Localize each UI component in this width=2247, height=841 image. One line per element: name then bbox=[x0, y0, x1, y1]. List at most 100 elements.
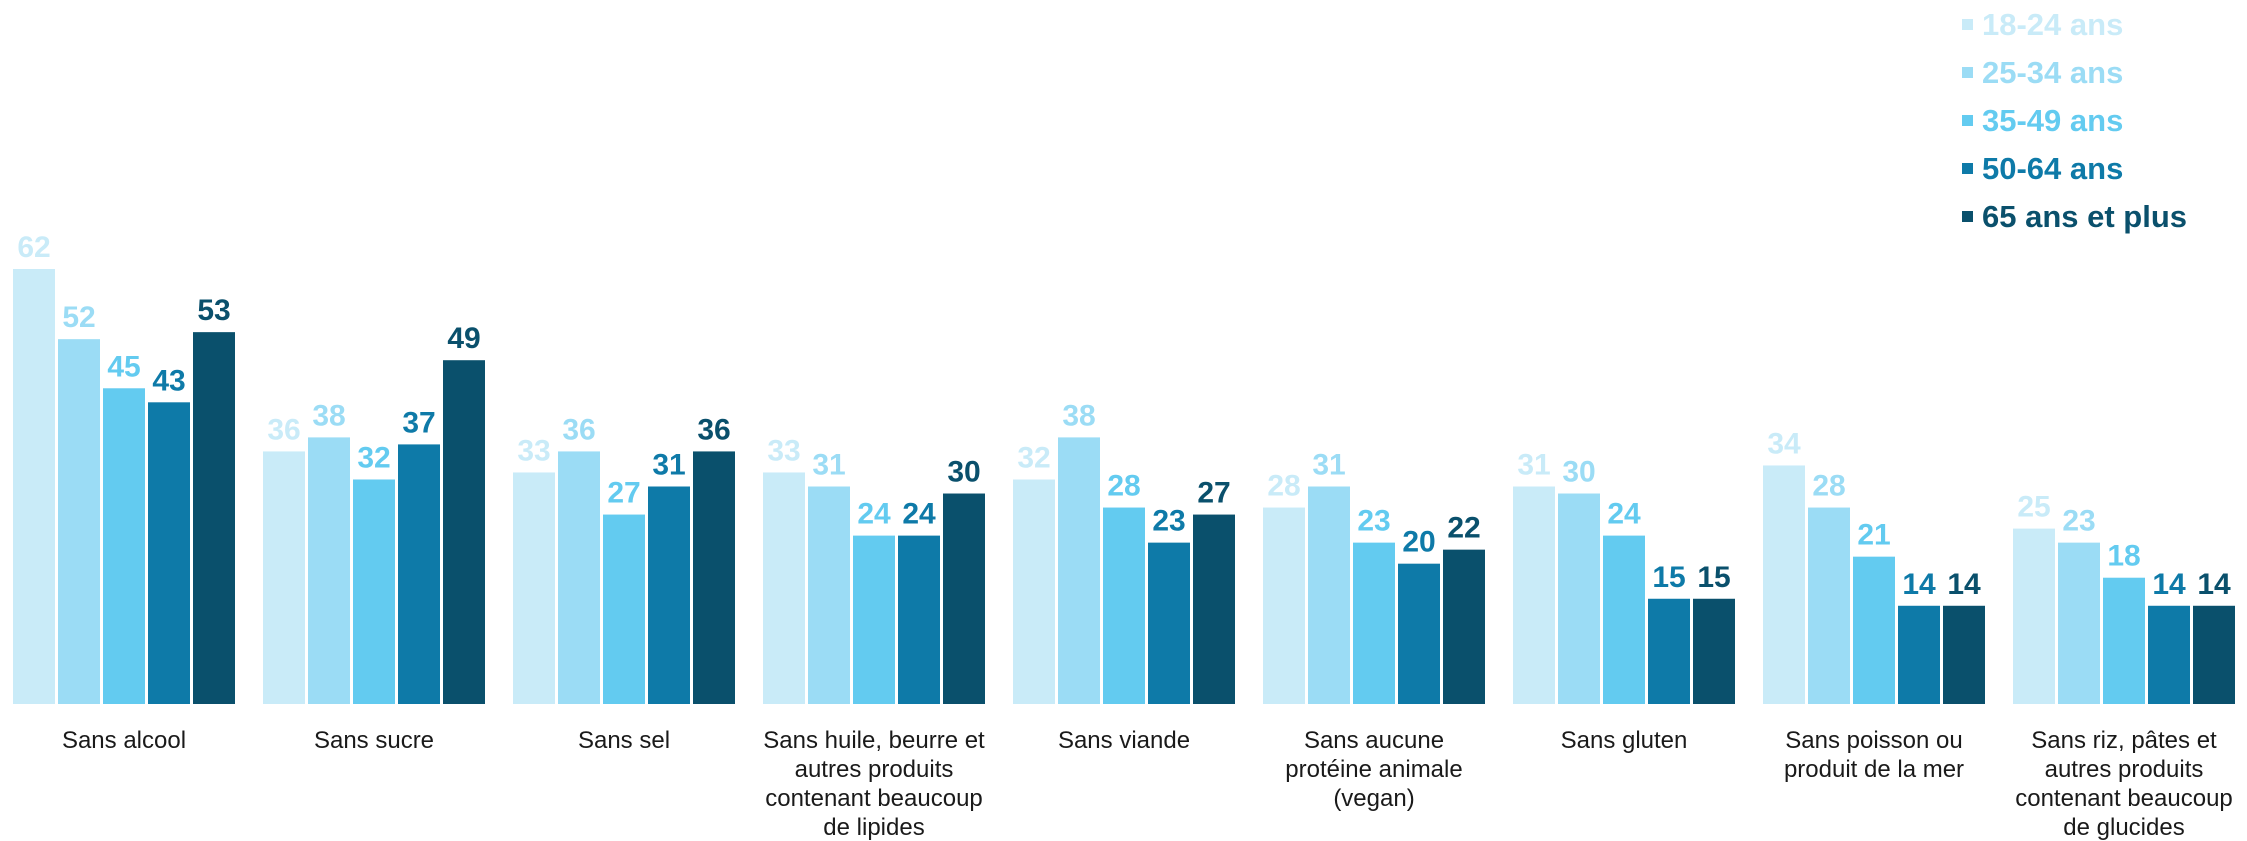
value-label: 28 bbox=[1812, 470, 1845, 503]
bar-6-3 bbox=[1648, 598, 1690, 704]
bar-3-2 bbox=[853, 535, 895, 704]
bar-0-0 bbox=[13, 269, 55, 704]
legend-label: 25-34 ans bbox=[1982, 55, 2123, 90]
bar-1-4 bbox=[443, 360, 485, 704]
category-label: Sans sucre bbox=[314, 727, 434, 754]
bar-8-1 bbox=[2058, 542, 2100, 704]
category-label-line: Sans viande bbox=[1058, 727, 1190, 754]
value-label: 21 bbox=[1857, 519, 1890, 552]
value-label: 31 bbox=[812, 449, 845, 482]
category-label-line: autres produits bbox=[795, 756, 954, 783]
bar-8-3 bbox=[2148, 605, 2190, 704]
legend-swatch bbox=[1962, 211, 1973, 222]
value-label: 34 bbox=[1767, 427, 1801, 460]
value-label: 23 bbox=[1357, 505, 1390, 538]
category-label: Sans alcool bbox=[62, 727, 186, 754]
bar-3-1 bbox=[808, 486, 850, 704]
bar-8-4 bbox=[2193, 605, 2235, 704]
value-label: 23 bbox=[2062, 505, 2095, 538]
value-label: 14 bbox=[1947, 568, 1981, 601]
value-label: 32 bbox=[357, 441, 390, 474]
category-label: Sans poisson ou produit de la mer bbox=[1784, 727, 1964, 783]
bar-3-3 bbox=[898, 535, 940, 704]
value-label: 52 bbox=[62, 301, 95, 334]
legend-swatch bbox=[1962, 163, 1973, 174]
value-label: 27 bbox=[1197, 477, 1230, 510]
value-label: 28 bbox=[1267, 470, 1300, 503]
value-label: 36 bbox=[697, 413, 730, 446]
bar-6-2 bbox=[1603, 535, 1645, 704]
bar-0-2 bbox=[103, 388, 145, 704]
legend-swatch bbox=[1962, 67, 1973, 78]
value-labels-layer: 62 52 45 43 53 36 38 32 37 49 33 36 27 31 36 33 31 24 24 30… bbox=[17, 231, 2231, 601]
value-label: 24 bbox=[902, 498, 936, 531]
category-label-line: Sans sel bbox=[578, 727, 670, 754]
bar-5-1 bbox=[1308, 486, 1350, 704]
bar-4-4 bbox=[1193, 514, 1235, 704]
category-label-line: Sans riz, pâtes et bbox=[2031, 727, 2217, 754]
category-labels-layer: Sans alcool Sans sucre Sans sel Sans huile,… bbox=[62, 727, 2233, 841]
legend-label: 18-24 ans bbox=[1982, 7, 2123, 42]
bar-4-3 bbox=[1148, 542, 1190, 704]
value-label: 33 bbox=[767, 434, 800, 467]
bar-6-0 bbox=[1513, 486, 1555, 704]
bar-0-4 bbox=[193, 332, 235, 704]
value-label: 37 bbox=[402, 406, 435, 439]
value-label: 23 bbox=[1152, 505, 1185, 538]
value-label: 15 bbox=[1697, 561, 1730, 594]
category-label: Sans gluten bbox=[1561, 727, 1688, 754]
value-label: 14 bbox=[2152, 568, 2186, 601]
value-label: 14 bbox=[1902, 568, 1936, 601]
legend-swatch bbox=[1962, 115, 1973, 126]
category-label-line: de glucides bbox=[2063, 814, 2184, 841]
legend: 18-24 ans 25-34 ans 35-49 ans 50-64 ans 65 a… bbox=[1962, 7, 2187, 234]
bar-1-0 bbox=[263, 451, 305, 704]
bar-3-0 bbox=[763, 472, 805, 704]
category-label-line: Sans aucune bbox=[1304, 727, 1444, 754]
bar-1-3 bbox=[398, 444, 440, 704]
bar-5-4 bbox=[1443, 549, 1485, 704]
value-label: 18 bbox=[2107, 540, 2140, 573]
value-label: 32 bbox=[1017, 441, 1050, 474]
bar-2-2 bbox=[603, 514, 645, 704]
value-label: 36 bbox=[267, 413, 300, 446]
value-label: 30 bbox=[1562, 456, 1595, 489]
value-label: 49 bbox=[447, 322, 480, 355]
bars-layer bbox=[13, 269, 2235, 704]
value-label: 28 bbox=[1107, 470, 1140, 503]
value-label: 24 bbox=[1607, 498, 1641, 531]
bar-0-3 bbox=[148, 402, 190, 704]
category-label-line: de lipides bbox=[823, 814, 924, 841]
category-label-line: Sans poisson ou bbox=[1785, 727, 1962, 754]
value-label: 36 bbox=[562, 413, 595, 446]
bar-3-4 bbox=[943, 493, 985, 704]
bar-6-4 bbox=[1693, 598, 1735, 704]
bar-5-0 bbox=[1263, 507, 1305, 704]
category-label-line: contenant beaucoup bbox=[765, 785, 983, 812]
value-label: 14 bbox=[2197, 568, 2231, 601]
value-label: 33 bbox=[517, 434, 550, 467]
bar-7-0 bbox=[1763, 465, 1805, 704]
value-label: 45 bbox=[107, 350, 140, 383]
bar-6-1 bbox=[1558, 493, 1600, 704]
category-label: Sans huile, beurre et autres produits cont… bbox=[763, 727, 985, 841]
bar-2-1 bbox=[558, 451, 600, 704]
bar-7-2 bbox=[1853, 556, 1895, 704]
category-label-line: Sans huile, beurre et bbox=[763, 727, 985, 754]
category-label: Sans aucune protéine animale (vegan) bbox=[1285, 727, 1462, 812]
bar-2-4 bbox=[693, 451, 735, 704]
category-label: Sans viande bbox=[1058, 727, 1190, 754]
bar-2-0 bbox=[513, 472, 555, 704]
bar-5-3 bbox=[1398, 563, 1440, 704]
bar-7-4 bbox=[1943, 605, 1985, 704]
category-label-line: contenant beaucoup bbox=[2015, 785, 2233, 812]
category-label-line: produit de la mer bbox=[1784, 756, 1964, 783]
bar-5-2 bbox=[1353, 542, 1395, 704]
category-label: Sans riz, pâtes et autres produits contena… bbox=[2015, 727, 2233, 841]
value-label: 31 bbox=[652, 449, 685, 482]
value-label: 31 bbox=[1312, 449, 1345, 482]
value-label: 25 bbox=[2017, 491, 2050, 524]
category-label-line: Sans gluten bbox=[1561, 727, 1688, 754]
bar-1-2 bbox=[353, 479, 395, 704]
